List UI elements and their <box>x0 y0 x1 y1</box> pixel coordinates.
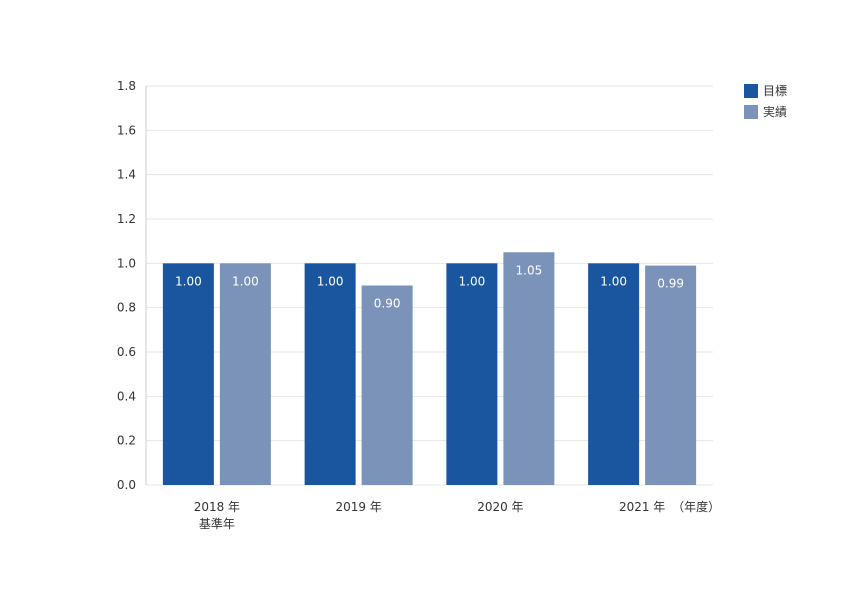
bar-actual <box>219 263 271 485</box>
legend-label: 目標 <box>763 84 787 98</box>
y-tick-label: 0.4 <box>117 389 136 403</box>
bar-actual <box>503 252 555 485</box>
data-label: 1.00 <box>175 274 202 288</box>
data-label: 1.05 <box>516 263 543 277</box>
data-label: 1.00 <box>232 274 259 288</box>
bar-target <box>162 263 214 485</box>
legend-swatch <box>744 105 758 119</box>
y-tick-label: 0.2 <box>117 434 136 448</box>
y-axis-ticks: 0.0 0.2 0.4 0.6 0.8 1.0 1.2 1.4 1.6 1.8 <box>117 79 136 492</box>
bar-actual <box>645 265 697 485</box>
y-tick-label: 0.6 <box>117 345 136 359</box>
y-tick-label: 1.4 <box>117 168 136 182</box>
data-label: 1.00 <box>459 274 486 288</box>
bar-target <box>304 263 356 485</box>
y-tick-label: 0.0 <box>117 478 136 492</box>
x-tick-label: 2018 年 <box>194 500 240 514</box>
legend-label: 実績 <box>763 104 787 119</box>
x-tick-label: 2021 年 <box>619 500 665 514</box>
bar-target <box>588 263 640 485</box>
bar-actual <box>361 285 413 485</box>
data-label: 1.00 <box>600 274 627 288</box>
bars <box>162 252 697 485</box>
y-tick-label: 1.0 <box>117 256 136 270</box>
y-tick-label: 1.8 <box>117 79 136 93</box>
y-tick-label: 1.6 <box>117 123 136 137</box>
legend-swatch <box>744 84 758 98</box>
data-label: 0.90 <box>374 297 401 311</box>
x-axis-unit-label: （年度） <box>672 499 720 514</box>
bar-target <box>446 263 498 485</box>
data-label: 0.99 <box>657 277 684 291</box>
y-tick-label: 1.2 <box>117 212 136 226</box>
x-tick-sublabel: 基準年 <box>199 516 235 531</box>
y-tick-label: 0.8 <box>117 301 136 315</box>
x-tick-label: 2019 年 <box>335 500 381 514</box>
x-tick-label: 2020 年 <box>477 500 523 514</box>
data-labels: 1.00 1.00 1.00 0.90 1.00 1.05 1.00 0.99 <box>175 263 684 310</box>
data-label: 1.00 <box>317 274 344 288</box>
